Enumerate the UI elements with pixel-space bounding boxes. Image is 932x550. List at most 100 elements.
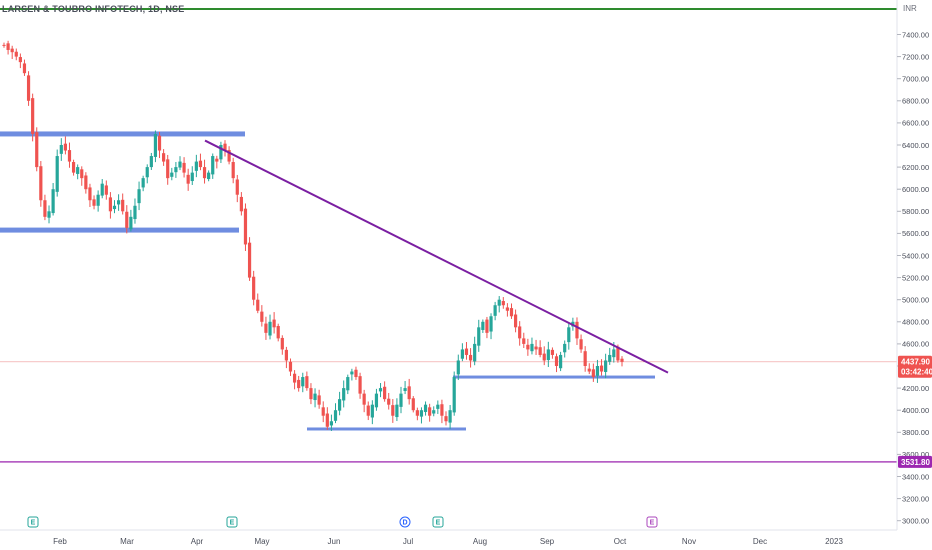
event-label: E [436,520,441,527]
y-tick-label: 5200.00 [902,273,929,282]
candle-body [108,197,113,212]
candle-body [456,360,460,375]
candle-body [219,145,223,160]
candle-body [227,150,231,162]
earnings-event-icon[interactable]: E [27,516,39,528]
candle [587,363,591,375]
earnings-event-icon[interactable]: E [432,516,444,528]
candle-body [157,135,162,151]
candle [153,130,158,163]
candle [419,407,424,424]
candle-body [63,143,67,151]
candle-body [190,172,194,182]
candle-body [55,156,59,192]
candle [468,348,473,368]
candle [182,157,186,178]
candle [329,414,334,431]
candle-body [366,405,370,416]
y-tick-label: 3000.00 [902,517,929,526]
dividend-event-icon[interactable]: D [399,516,411,528]
candle-body [464,348,469,355]
y-tick-label: 5000.00 [902,296,929,305]
candle [84,172,88,194]
candle-body [350,371,354,375]
event-label: D [402,520,407,527]
candle [395,398,399,422]
currency-label[interactable]: INR [903,4,917,13]
candle-body [59,145,63,154]
candle [190,166,194,186]
candle-body [468,354,473,361]
candle-body [599,365,604,372]
candle-body [223,143,227,151]
candle-body [162,153,166,162]
candle-body [321,407,325,416]
candle [432,406,436,417]
candle-body [546,349,550,361]
candle-body [575,321,579,339]
candle [22,59,27,76]
candle [362,389,366,413]
candle-body [215,158,219,162]
candle [166,154,170,185]
candle [243,203,248,251]
symbol-title[interactable]: LARSEN & TOUBRO INFOTECH, 1D, NSE [2,4,185,14]
candle-body [387,398,391,405]
candle-body [522,338,526,344]
candle [411,396,415,413]
x-tick-label: Feb [53,537,67,546]
candle-body [145,167,149,178]
candle-body [92,199,96,206]
candle-body [43,200,47,217]
candle-body [100,183,104,196]
earnings-event-icon[interactable]: E [646,516,658,528]
candle [456,354,460,381]
candle-body [325,413,329,427]
candle-body [235,179,239,195]
candle-body [501,301,505,306]
candle-body [608,354,612,362]
candle-body [116,200,121,205]
candle-body [22,63,27,74]
candle [383,381,387,402]
candle [321,401,325,423]
event-marker [226,516,238,528]
candle [256,293,260,314]
candle-body [346,377,350,391]
candle [116,194,121,211]
candle-body [280,337,284,350]
price-axis[interactable]: 7400.00 7200.00 7000.00 6800.00 6600.00 6400.… [896,0,929,530]
event-marker [646,516,658,528]
x-tick-label: Nov [682,537,696,546]
time-axis[interactable]: Feb Mar Apr May Jun Jul Aug Sep Oct Nov Dec 2023 [0,529,897,546]
candle-body [211,156,215,175]
candle [26,71,31,106]
candle [501,297,505,309]
candle-body [460,349,464,359]
candle-body [530,343,534,352]
candle-body [141,178,145,188]
candle [542,346,546,366]
candle-body [411,398,415,411]
candle [485,316,489,339]
candle-body [112,205,117,210]
y-tick-label: 3200.00 [902,494,929,503]
candle-body [96,194,100,206]
candle [260,305,264,327]
candle-body [18,57,22,63]
candle [96,190,100,212]
candle [325,407,329,430]
candle [608,347,612,365]
candle [178,156,182,171]
candle-body [133,205,137,220]
event-label: E [31,520,36,527]
candle-body [358,376,362,394]
candle-body [378,388,383,392]
candle-body [198,160,203,168]
candle-body [202,167,207,179]
candle-body [104,185,108,195]
candle [108,192,113,219]
candle-body [370,404,374,418]
earnings-event-icon[interactable]: E [226,516,238,528]
